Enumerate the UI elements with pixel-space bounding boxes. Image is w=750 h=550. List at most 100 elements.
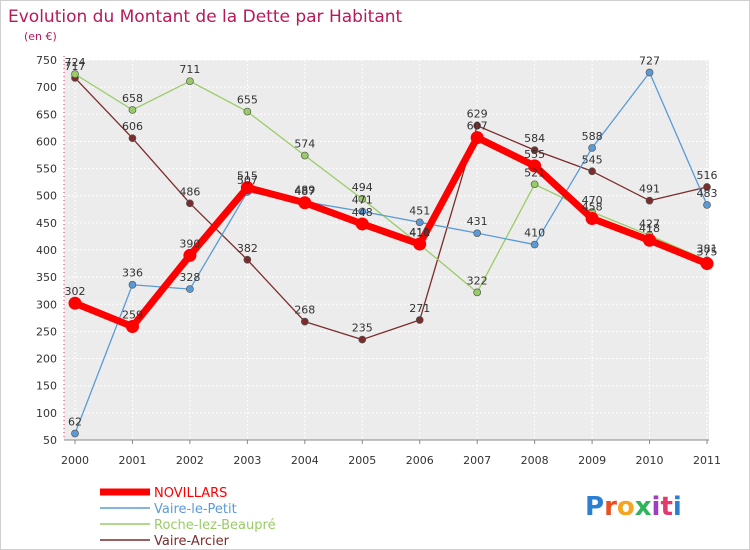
y-tick-label: 50 [43, 434, 57, 447]
data-label: 516 [697, 169, 718, 182]
data-point [530, 146, 539, 154]
x-tick-label: 2006 [406, 454, 434, 467]
data-point [645, 196, 654, 205]
data-label: 390 [179, 237, 200, 250]
logo-letter: i [652, 492, 661, 522]
series-line [74, 77, 708, 341]
data-point [240, 181, 254, 195]
y-tick-label: 450 [36, 217, 57, 230]
data-label: 410 [409, 227, 430, 240]
data-label: 381 [697, 242, 718, 255]
x-tick-label: 2007 [463, 454, 491, 467]
x-tick-label: 2000 [61, 454, 89, 467]
y-tick-label: 250 [36, 325, 57, 338]
data-point [186, 77, 194, 86]
y-tick-label: 700 [36, 81, 57, 94]
data-label: 489 [294, 184, 315, 197]
data-point [588, 167, 596, 176]
data-label: 470 [582, 194, 603, 207]
y-tick-label: 100 [36, 407, 57, 420]
data-point [358, 207, 367, 216]
proxiti-logo: Proxiti [585, 492, 682, 522]
legend-label: Vaire-Arcier [154, 534, 230, 549]
data-point [588, 144, 596, 152]
data-point [183, 248, 197, 262]
x-tick-label: 2005 [348, 454, 376, 467]
data-label: 328 [179, 271, 200, 284]
series-line [71, 134, 711, 331]
data-point [125, 320, 139, 334]
logo-letter: t [660, 492, 672, 522]
data-point [530, 240, 539, 249]
y-tick-label: 350 [36, 271, 57, 284]
data-label: 521 [524, 166, 545, 179]
data-point [300, 151, 309, 160]
x-tick-label: 2003 [233, 454, 261, 467]
data-label: 507 [237, 174, 258, 187]
data-label: 62 [68, 415, 82, 428]
x-tick-label: 2004 [291, 454, 319, 467]
x-tick-label: 2002 [176, 454, 204, 467]
data-label: 727 [639, 54, 660, 67]
data-point [358, 195, 367, 203]
logo-letter: i [673, 492, 682, 522]
data-label: 448 [352, 206, 373, 219]
y-tick-label: 600 [36, 135, 57, 148]
data-point [470, 131, 484, 145]
data-point [128, 106, 137, 114]
series-layer [68, 68, 714, 438]
data-label: 494 [352, 181, 373, 194]
data-point [703, 183, 711, 191]
data-label: 458 [582, 201, 603, 214]
y-tick-label: 200 [36, 353, 57, 366]
data-point [300, 317, 309, 326]
x-tick-label: 2009 [578, 454, 606, 467]
data-point [528, 159, 542, 173]
data-label: 271 [409, 302, 430, 315]
data-label: 471 [352, 193, 373, 206]
data-label: 711 [179, 63, 200, 76]
series-line [74, 73, 708, 293]
data-point [355, 217, 369, 231]
y-tick-label: 550 [36, 163, 57, 176]
data-point [585, 212, 599, 226]
y-tick-label: 650 [36, 108, 57, 121]
data-label: 515 [237, 170, 258, 183]
logo-letter: x [635, 492, 652, 522]
data-label: 375 [697, 246, 718, 259]
data-point [186, 199, 194, 208]
data-point [413, 237, 427, 251]
chart-subtitle: (en €) [24, 30, 57, 43]
data-point [358, 335, 367, 344]
data-label: 574 [294, 138, 315, 151]
y-tick-label: 750 [36, 54, 57, 67]
x-tick-label: 2011 [693, 454, 721, 467]
data-label: 607 [467, 120, 488, 133]
data-point [243, 107, 252, 116]
data-point [71, 429, 79, 438]
data-label: 411 [409, 226, 430, 239]
x-tick-label: 2010 [636, 454, 664, 467]
data-point [128, 280, 137, 289]
data-point [71, 70, 79, 78]
data-point [643, 233, 657, 247]
data-point [703, 201, 711, 209]
y-tick-label: 400 [36, 244, 57, 257]
data-point [473, 229, 482, 238]
chart-title: Evolution du Montant de la Dette par Hab… [8, 7, 403, 27]
logo-text: Proxiti [585, 492, 682, 522]
data-label: 431 [467, 215, 488, 228]
data-point [243, 255, 252, 264]
data-point [415, 218, 424, 227]
data-label: 382 [237, 242, 258, 255]
x-tick-label: 2008 [521, 454, 549, 467]
data-label: 418 [639, 222, 660, 235]
data-point [645, 68, 654, 77]
data-point [68, 296, 82, 310]
axes: 50 100 150 200 250 300 350 400 450 500 550 600 650 70… [36, 54, 721, 467]
y-tick-label: 500 [36, 190, 57, 203]
data-point [530, 180, 539, 189]
data-label: 486 [179, 185, 200, 198]
data-label: 336 [122, 267, 143, 280]
